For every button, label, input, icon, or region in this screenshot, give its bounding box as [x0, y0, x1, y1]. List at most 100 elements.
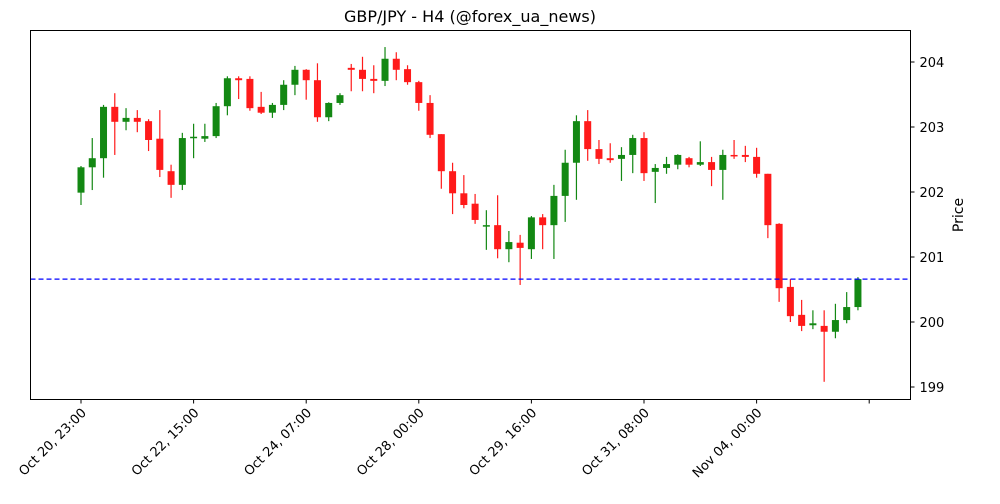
candle	[820, 310, 828, 382]
candle-body-up	[843, 307, 851, 321]
candle-body-down	[640, 138, 648, 174]
x-tick-label: Oct 20, 23:00	[16, 406, 89, 479]
candle	[313, 63, 321, 122]
candle-body-down	[156, 138, 164, 170]
candle	[550, 184, 558, 259]
candle	[257, 91, 265, 114]
candle	[178, 132, 186, 191]
candle-body-up	[381, 58, 389, 81]
candle	[325, 102, 333, 122]
candle-body-down	[798, 314, 806, 326]
candle	[359, 56, 366, 92]
candle	[268, 102, 276, 118]
candle	[696, 141, 704, 166]
candle-body-up	[178, 138, 186, 185]
candle-body-down	[426, 102, 434, 135]
candle	[133, 110, 141, 133]
candle	[302, 69, 310, 100]
candle	[505, 231, 513, 263]
candle-body-down	[775, 223, 783, 289]
candle	[347, 63, 355, 92]
candle	[854, 277, 862, 311]
candle	[336, 93, 344, 105]
candle-body-down	[415, 82, 423, 103]
candle	[235, 76, 243, 100]
candle-body-up	[719, 154, 727, 170]
candle	[291, 65, 299, 96]
candle	[809, 310, 817, 330]
candle-body-down	[437, 134, 445, 172]
candle-body-down	[133, 117, 141, 122]
candle-body-down	[111, 106, 119, 122]
candle	[617, 147, 625, 181]
candle-body-up	[122, 117, 130, 122]
y-tick-label: 201	[920, 251, 945, 266]
candle	[786, 279, 794, 322]
y-tick-label: 203	[920, 121, 945, 136]
candle	[741, 145, 749, 163]
candle-body-down	[685, 158, 693, 165]
candle-body-down	[404, 69, 412, 83]
candle	[775, 223, 783, 302]
candle	[539, 214, 547, 250]
candle-body-down	[516, 242, 524, 248]
candle	[764, 173, 772, 239]
candle	[584, 110, 592, 161]
candle-body-up	[325, 102, 333, 118]
x-tick-label: Oct 28, 00:00	[354, 406, 427, 479]
candle	[629, 134, 637, 174]
candle	[516, 234, 524, 285]
candle	[494, 195, 502, 259]
y-tick-label: 202	[920, 186, 945, 201]
candle-body-up	[696, 162, 704, 165]
candle-body-up	[482, 225, 490, 227]
candle-body-up	[663, 164, 671, 168]
candle	[471, 193, 479, 224]
candle	[77, 166, 85, 205]
candle	[392, 52, 400, 81]
candle	[88, 138, 96, 191]
candle	[460, 175, 468, 209]
candle	[843, 292, 851, 324]
candle	[753, 147, 761, 178]
candle	[156, 110, 164, 178]
candle-body-up	[674, 154, 682, 165]
candle	[831, 303, 839, 339]
candle-body-down	[730, 154, 738, 157]
candle-body-down	[392, 58, 400, 70]
candle	[640, 132, 648, 181]
candle-body-down	[235, 78, 243, 81]
x-tick-label: Oct 29, 16:00	[467, 406, 540, 479]
candle-body-down	[494, 225, 502, 250]
candle-body-down	[584, 121, 592, 150]
candle	[437, 134, 445, 189]
y-tick-label: 200	[920, 316, 945, 331]
candle-body-down	[606, 158, 614, 161]
candle	[730, 140, 738, 159]
candle	[674, 154, 682, 170]
candle-body-up	[527, 217, 535, 250]
candle-body-down	[302, 69, 310, 81]
candle-body-up	[505, 242, 513, 250]
candle-body-up	[854, 279, 862, 308]
x-tick-label: Oct 22, 15:00	[129, 406, 202, 479]
candle	[651, 164, 659, 204]
candle-body-up	[572, 121, 580, 163]
candle-body-up	[336, 95, 344, 103]
x-tick-label: Nov 04, 00:00	[690, 406, 766, 482]
candles-layer	[77, 47, 862, 382]
candle-body-down	[595, 149, 603, 159]
candle-body-up	[550, 195, 558, 226]
plot-frame	[30, 30, 911, 400]
candle-body-down	[471, 203, 479, 220]
candle	[370, 65, 378, 94]
candle	[449, 162, 457, 215]
x-tick-label: Oct 31, 08:00	[579, 406, 652, 479]
candle	[426, 95, 434, 139]
candle	[404, 65, 412, 85]
candle	[381, 47, 389, 87]
candle-body-up	[77, 167, 85, 193]
candle-body-up	[831, 320, 839, 332]
candle	[246, 76, 254, 111]
